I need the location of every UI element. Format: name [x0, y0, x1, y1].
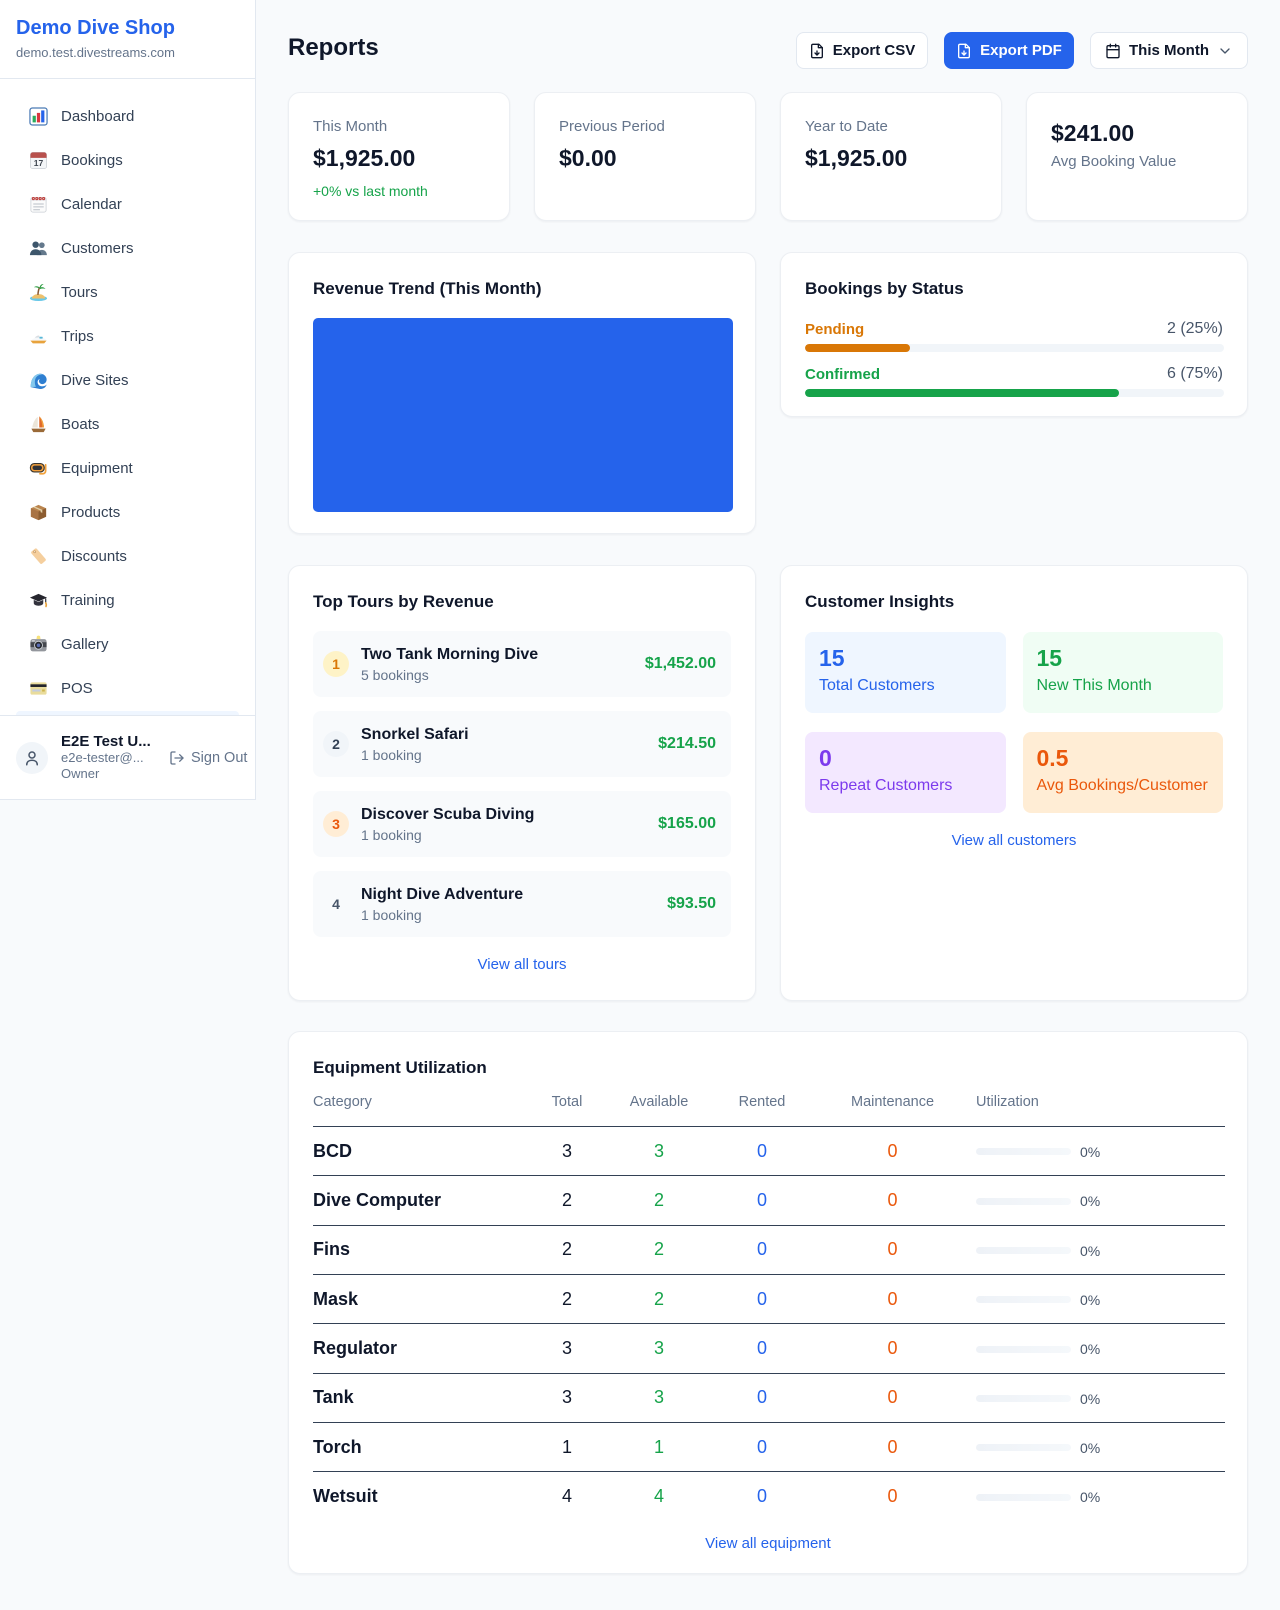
- svg-text:17: 17: [33, 158, 43, 168]
